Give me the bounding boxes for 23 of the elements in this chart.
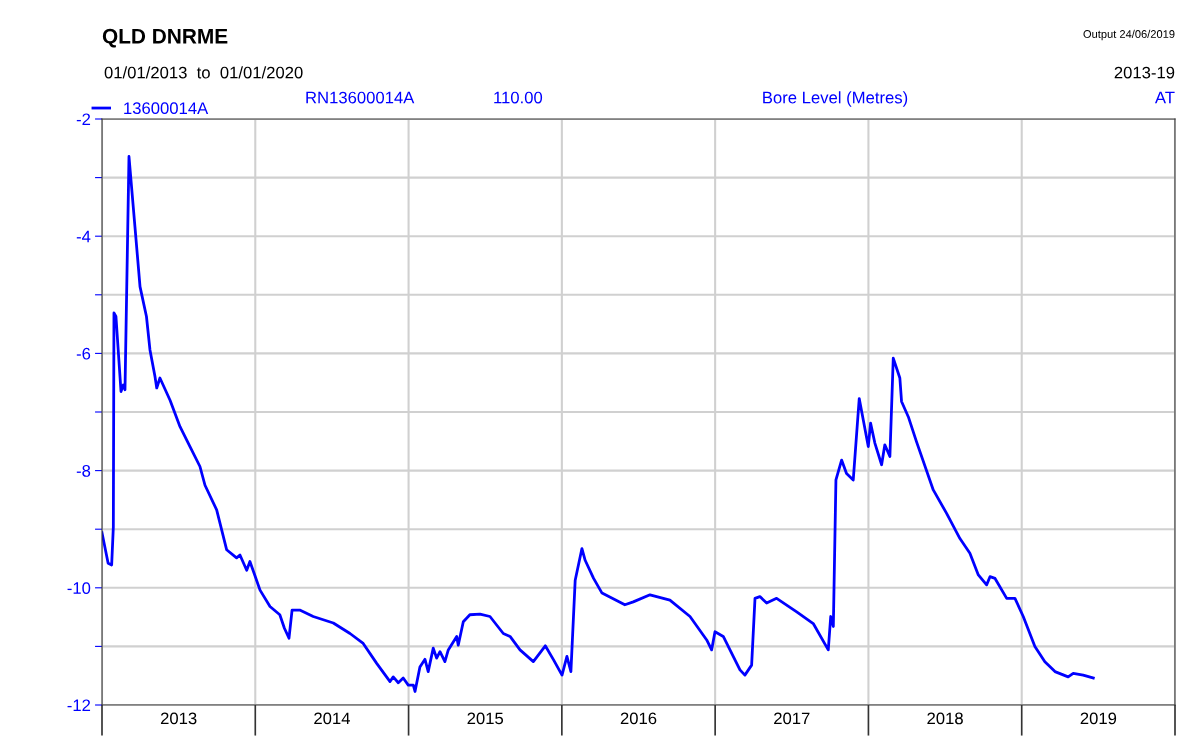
chart-title: QLD DNRME bbox=[102, 28, 228, 48]
text: 2013-19 bbox=[1114, 66, 1175, 79]
text: 110.00 bbox=[494, 91, 543, 104]
x-tick-label: 2013 bbox=[160, 712, 197, 725]
x-tick-label: 2014 bbox=[314, 712, 350, 725]
y-tick-label: -6 bbox=[76, 347, 91, 360]
text: Output 24/06/2019 bbox=[1083, 29, 1175, 41]
text: AT bbox=[1154, 91, 1175, 104]
chart-subtitle: 01/01/2013 to 01/01/2020 bbox=[104, 66, 303, 79]
x-tick-label: 2016 bbox=[620, 712, 657, 725]
y-tick-label: -2 bbox=[76, 113, 91, 126]
x-tick-label: 2015 bbox=[467, 712, 504, 725]
text: RN13600014A bbox=[306, 91, 415, 104]
x-tick-label: 2018 bbox=[927, 712, 963, 725]
line-series bbox=[102, 155, 1095, 693]
y-tick-label: -10 bbox=[67, 582, 91, 594]
text: 13600014A bbox=[124, 102, 209, 115]
y-tick-label: -8 bbox=[76, 465, 91, 477]
y-axis-title: Bore Level (Metres) bbox=[763, 91, 908, 107]
x-tick-label: 2017 bbox=[774, 712, 810, 725]
x-tick-label: 2019 bbox=[1080, 712, 1117, 725]
y-tick-label: -4 bbox=[76, 230, 91, 243]
y-tick-label: -12 bbox=[67, 699, 91, 712]
